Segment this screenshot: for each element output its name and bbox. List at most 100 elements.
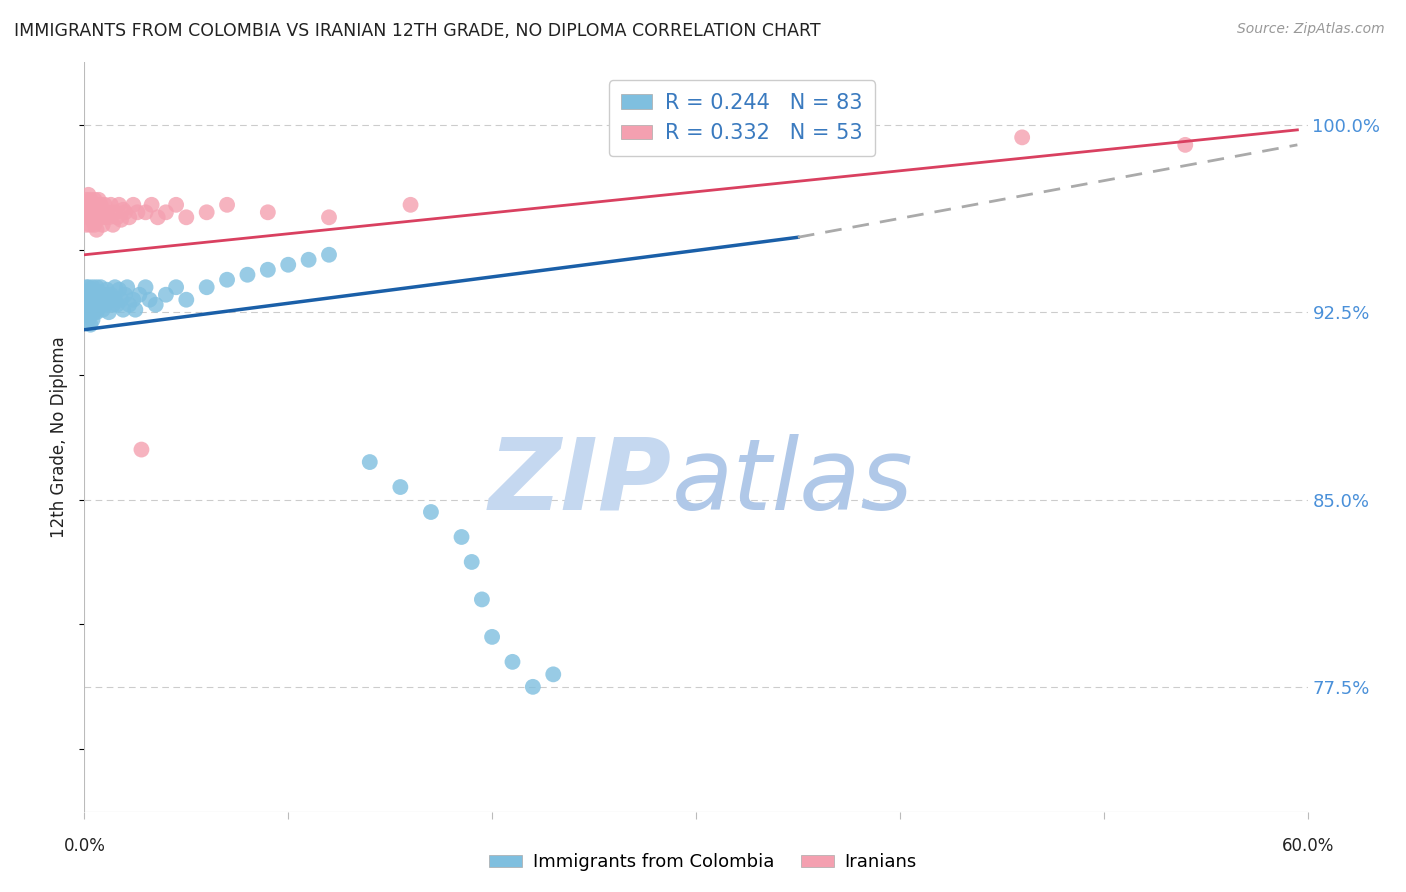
Point — [257, 205, 280, 219]
Point — [75, 285, 97, 300]
Point — [87, 285, 110, 300]
Point — [471, 592, 494, 607]
Point — [195, 205, 218, 219]
Point — [146, 211, 169, 225]
Point — [91, 205, 114, 219]
Point — [90, 198, 112, 212]
Point — [114, 287, 136, 301]
Point — [77, 280, 100, 294]
Point — [155, 205, 177, 219]
Point — [82, 211, 104, 225]
Point — [75, 287, 97, 301]
Point — [848, 123, 870, 137]
Point — [114, 205, 136, 219]
Legend: Immigrants from Colombia, Iranians: Immigrants from Colombia, Iranians — [482, 847, 924, 879]
Point — [83, 218, 105, 232]
Point — [75, 308, 97, 322]
Point — [91, 302, 114, 317]
Point — [79, 218, 101, 232]
Point — [83, 305, 105, 319]
Y-axis label: 12th Grade, No Diploma: 12th Grade, No Diploma — [51, 336, 69, 538]
Point — [122, 293, 145, 307]
Point — [75, 302, 97, 317]
Point — [91, 293, 114, 307]
Point — [86, 198, 108, 212]
Point — [82, 300, 104, 314]
Point — [502, 655, 524, 669]
Point — [86, 211, 108, 225]
Legend: R = 0.244   N = 83, R = 0.332   N = 53: R = 0.244 N = 83, R = 0.332 N = 53 — [609, 80, 875, 156]
Point — [79, 205, 101, 219]
Point — [135, 205, 157, 219]
Point — [112, 302, 135, 317]
Point — [86, 298, 108, 312]
Point — [217, 273, 239, 287]
Point — [110, 212, 132, 227]
Point — [97, 293, 120, 307]
Text: ZIP: ZIP — [488, 434, 672, 531]
Point — [399, 198, 422, 212]
Point — [101, 218, 124, 232]
Point — [75, 193, 97, 207]
Point — [105, 211, 128, 225]
Point — [75, 295, 97, 310]
Point — [195, 280, 218, 294]
Point — [75, 280, 97, 294]
Point — [461, 555, 484, 569]
Point — [124, 302, 146, 317]
Point — [93, 298, 115, 312]
Point — [298, 252, 321, 267]
Point — [131, 442, 153, 457]
Point — [110, 293, 132, 307]
Point — [77, 211, 100, 225]
Point — [105, 298, 128, 312]
Point — [97, 211, 120, 225]
Text: Source: ZipAtlas.com: Source: ZipAtlas.com — [1237, 22, 1385, 37]
Point — [87, 205, 110, 219]
Point — [104, 205, 127, 219]
Point — [217, 198, 239, 212]
Point — [82, 198, 104, 212]
Point — [86, 223, 108, 237]
Point — [155, 287, 177, 301]
Point — [318, 248, 340, 262]
Point — [90, 211, 112, 225]
Point — [79, 305, 101, 319]
Point — [77, 300, 100, 314]
Point — [522, 680, 544, 694]
Point — [93, 211, 115, 225]
Point — [77, 293, 100, 307]
Point — [318, 211, 340, 225]
Point — [75, 305, 97, 319]
Point — [101, 298, 124, 312]
Point — [174, 293, 197, 307]
Point — [127, 205, 149, 219]
Point — [543, 667, 565, 681]
Point — [104, 280, 127, 294]
Point — [77, 312, 100, 326]
Point — [91, 218, 114, 232]
Point — [138, 293, 160, 307]
Point — [389, 480, 412, 494]
Point — [79, 283, 101, 297]
Point — [77, 198, 100, 212]
Point — [77, 187, 100, 202]
Point — [83, 290, 105, 304]
Point — [82, 293, 104, 307]
Point — [100, 287, 122, 301]
Point — [79, 298, 101, 312]
Point — [83, 285, 105, 300]
Point — [97, 305, 120, 319]
Point — [75, 218, 97, 232]
Text: 60.0%: 60.0% — [1281, 837, 1334, 855]
Point — [1174, 137, 1197, 152]
Point — [79, 318, 101, 332]
Point — [122, 198, 145, 212]
Point — [75, 300, 97, 314]
Point — [108, 198, 131, 212]
Point — [75, 298, 97, 312]
Point — [236, 268, 259, 282]
Point — [86, 305, 108, 319]
Point — [79, 193, 101, 207]
Point — [104, 293, 127, 307]
